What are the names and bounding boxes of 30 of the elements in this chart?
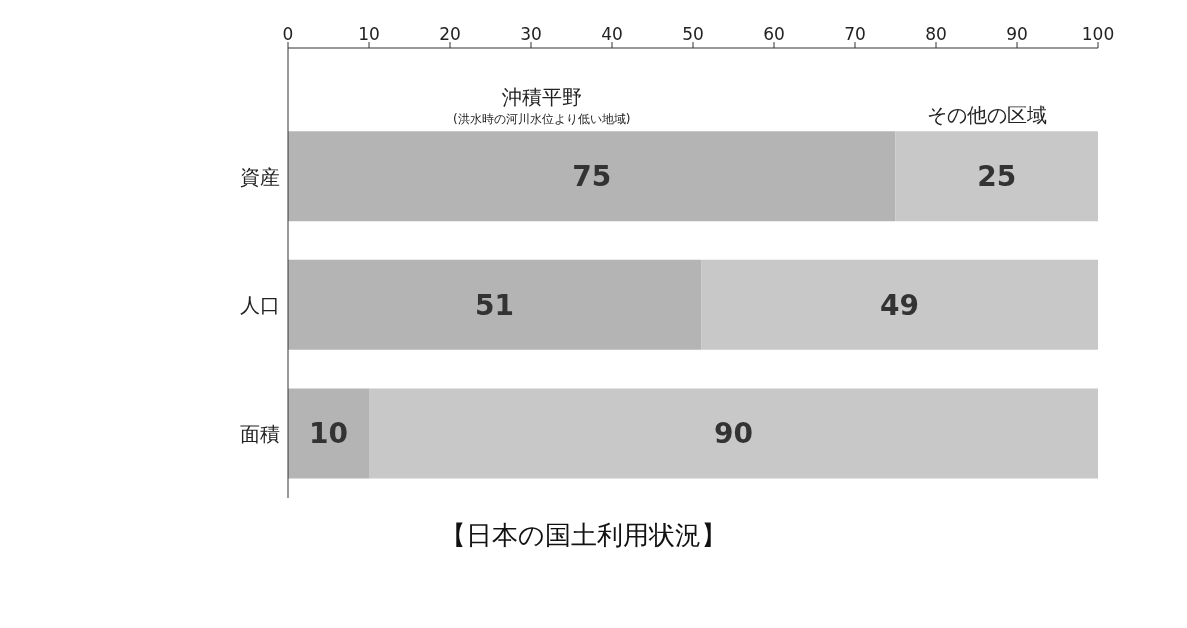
y-tick-label: 面積	[240, 421, 280, 446]
bar	[369, 388, 1098, 479]
data-label: 10	[309, 417, 348, 451]
y-tick-label: 資産	[240, 164, 280, 189]
bar	[288, 259, 702, 350]
bar	[288, 388, 369, 479]
x-tick-label: 100	[1081, 24, 1115, 44]
series-label: その他の区域	[925, 101, 1048, 129]
x-tick-label: 60	[763, 24, 785, 44]
data-label: 49	[880, 288, 920, 322]
bar	[701, 259, 1098, 350]
x-tick-label: 70	[844, 24, 866, 44]
annotation: (洪水時の河川水位より低い地域)	[452, 110, 632, 128]
data-label: 90	[714, 417, 753, 451]
x-tick-label: 80	[925, 24, 947, 44]
x-tick-label: 30	[520, 24, 542, 44]
bar	[288, 131, 896, 222]
data-label: 75	[572, 160, 612, 194]
y-tick-label: 人口	[240, 293, 280, 318]
data-label: 25	[977, 160, 1017, 194]
data-label: 51	[475, 288, 515, 322]
x-tick-label: 20	[439, 24, 461, 44]
x-tick-label: 10	[358, 24, 380, 44]
x-tick-label: 40	[601, 24, 623, 44]
x-tick-label: 50	[682, 24, 704, 44]
x-tick-label: 0	[282, 24, 294, 44]
series-label: 沖積平野	[500, 83, 583, 111]
x-tick-label: 90	[1006, 24, 1028, 44]
bar	[895, 131, 1098, 222]
text: 【日本の国土利用状況】	[438, 519, 728, 552]
